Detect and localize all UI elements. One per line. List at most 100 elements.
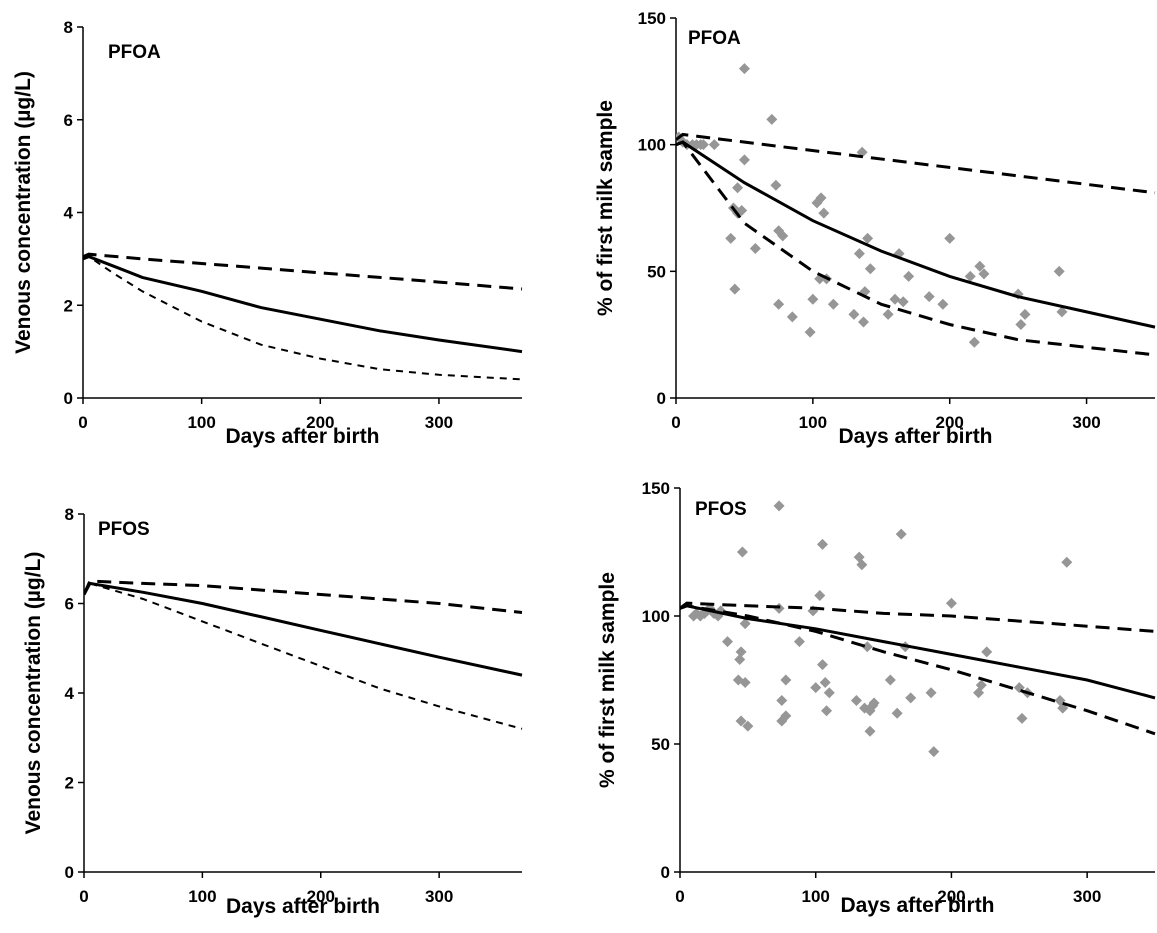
- series-line-long-dash-2: [83, 252, 523, 291]
- y-tick-label: 4: [65, 684, 75, 703]
- data-point: [708, 139, 720, 151]
- y-axis-label: % of first milk sample: [594, 100, 617, 316]
- y-axis-label: Venous concentration (µg/L): [22, 552, 45, 835]
- y-tick-label: 8: [65, 505, 74, 524]
- data-point: [856, 559, 868, 571]
- data-point: [770, 179, 782, 191]
- data-point: [945, 597, 957, 609]
- data-point: [975, 679, 987, 691]
- y-axis-label: % of first milk sample: [596, 572, 619, 788]
- data-point: [884, 674, 896, 686]
- data-point: [827, 298, 839, 310]
- data-point: [857, 316, 869, 328]
- data-point: [725, 232, 737, 244]
- data-point: [853, 248, 865, 260]
- y-tick-label: 50: [651, 735, 670, 754]
- data-point: [1056, 306, 1068, 318]
- series-line-long-dash-3: [676, 140, 1156, 357]
- data-point: [773, 298, 785, 310]
- data-point: [861, 641, 873, 653]
- x-tick-label: 300: [1073, 887, 1101, 906]
- x-tick-label: 0: [675, 887, 684, 906]
- data-point: [732, 182, 744, 194]
- data-point: [848, 308, 860, 320]
- data-point: [821, 705, 833, 717]
- x-tick-label: 300: [1072, 413, 1100, 432]
- data-point: [749, 243, 761, 255]
- data-point: [905, 692, 917, 704]
- y-tick-label: 6: [65, 595, 74, 614]
- data-point: [697, 139, 709, 151]
- data-point: [974, 260, 986, 272]
- x-tick-label: 100: [188, 887, 216, 906]
- data-point: [1013, 682, 1025, 694]
- y-axis-label: Venous concentration (µg/L): [12, 71, 35, 354]
- scatter-points: [688, 500, 1073, 758]
- x-tick-label: 300: [425, 887, 453, 906]
- data-point: [815, 192, 827, 204]
- y-tick-label: 0: [64, 389, 73, 408]
- data-point: [903, 270, 915, 282]
- x-axis-label: Days after birth: [225, 425, 379, 448]
- data-point: [1015, 319, 1027, 331]
- series-line-short-dash-3: [83, 255, 523, 381]
- scatter-points: [676, 63, 1068, 348]
- data-point: [895, 528, 907, 540]
- x-tick-label: 0: [671, 413, 680, 432]
- series-line-short-dash-3: [84, 582, 523, 730]
- y-tick-label: 100: [638, 136, 666, 155]
- chart-panel-1: 0 2 4 6 8 0 100 200 300 Days after birth Venous co…: [12, 18, 523, 448]
- data-point: [882, 308, 894, 320]
- y-tick-label: 50: [647, 262, 666, 281]
- data-point: [1061, 556, 1073, 568]
- data-point: [981, 646, 993, 658]
- data-point: [814, 590, 826, 602]
- y-tick-label: 100: [642, 607, 670, 626]
- y-tick-label: 0: [657, 389, 666, 408]
- data-point: [780, 710, 792, 722]
- x-tick-label: 100: [802, 887, 830, 906]
- data-point: [891, 707, 903, 719]
- data-point: [776, 694, 788, 706]
- data-point: [735, 715, 747, 727]
- data-point: [818, 207, 830, 219]
- panel-title: PFOS: [98, 519, 150, 540]
- series-line-solid-1: [676, 140, 1156, 329]
- series-line-solid-1: [680, 604, 1156, 700]
- data-point: [807, 293, 819, 305]
- data-point: [862, 232, 874, 244]
- panel-title: PFOA: [688, 28, 741, 49]
- x-axis-label: Days after birth: [226, 895, 380, 918]
- y-tick-label: 8: [64, 18, 73, 37]
- data-point: [738, 154, 750, 166]
- data-point: [864, 725, 876, 737]
- data-point: [864, 263, 876, 275]
- data-point: [823, 687, 835, 699]
- data-point: [923, 291, 935, 303]
- series-line-long-dash-2: [84, 579, 523, 614]
- panel-title: PFOS: [695, 499, 747, 520]
- x-axis-label: Days after birth: [838, 425, 992, 448]
- data-point: [964, 270, 976, 282]
- data-point: [736, 546, 748, 558]
- x-tick-label: 100: [187, 413, 215, 432]
- y-tick-label: 2: [64, 296, 73, 315]
- data-point: [868, 697, 880, 709]
- data-point: [734, 654, 746, 666]
- x-tick-label: 200: [937, 887, 965, 906]
- y-tick-label: 6: [64, 111, 73, 130]
- y-tick-label: 0: [661, 863, 670, 882]
- data-point: [742, 720, 754, 732]
- series-line-solid-1: [84, 581, 523, 677]
- data-point: [1053, 265, 1065, 277]
- data-point: [897, 296, 909, 308]
- data-point: [817, 538, 828, 550]
- data-point: [925, 687, 937, 699]
- data-point: [937, 298, 949, 310]
- y-tick-label: 4: [64, 204, 74, 223]
- data-point: [773, 500, 785, 512]
- data-point: [736, 205, 748, 217]
- data-point: [928, 746, 940, 758]
- data-point: [1016, 712, 1028, 724]
- y-tick-label: 0: [65, 863, 74, 882]
